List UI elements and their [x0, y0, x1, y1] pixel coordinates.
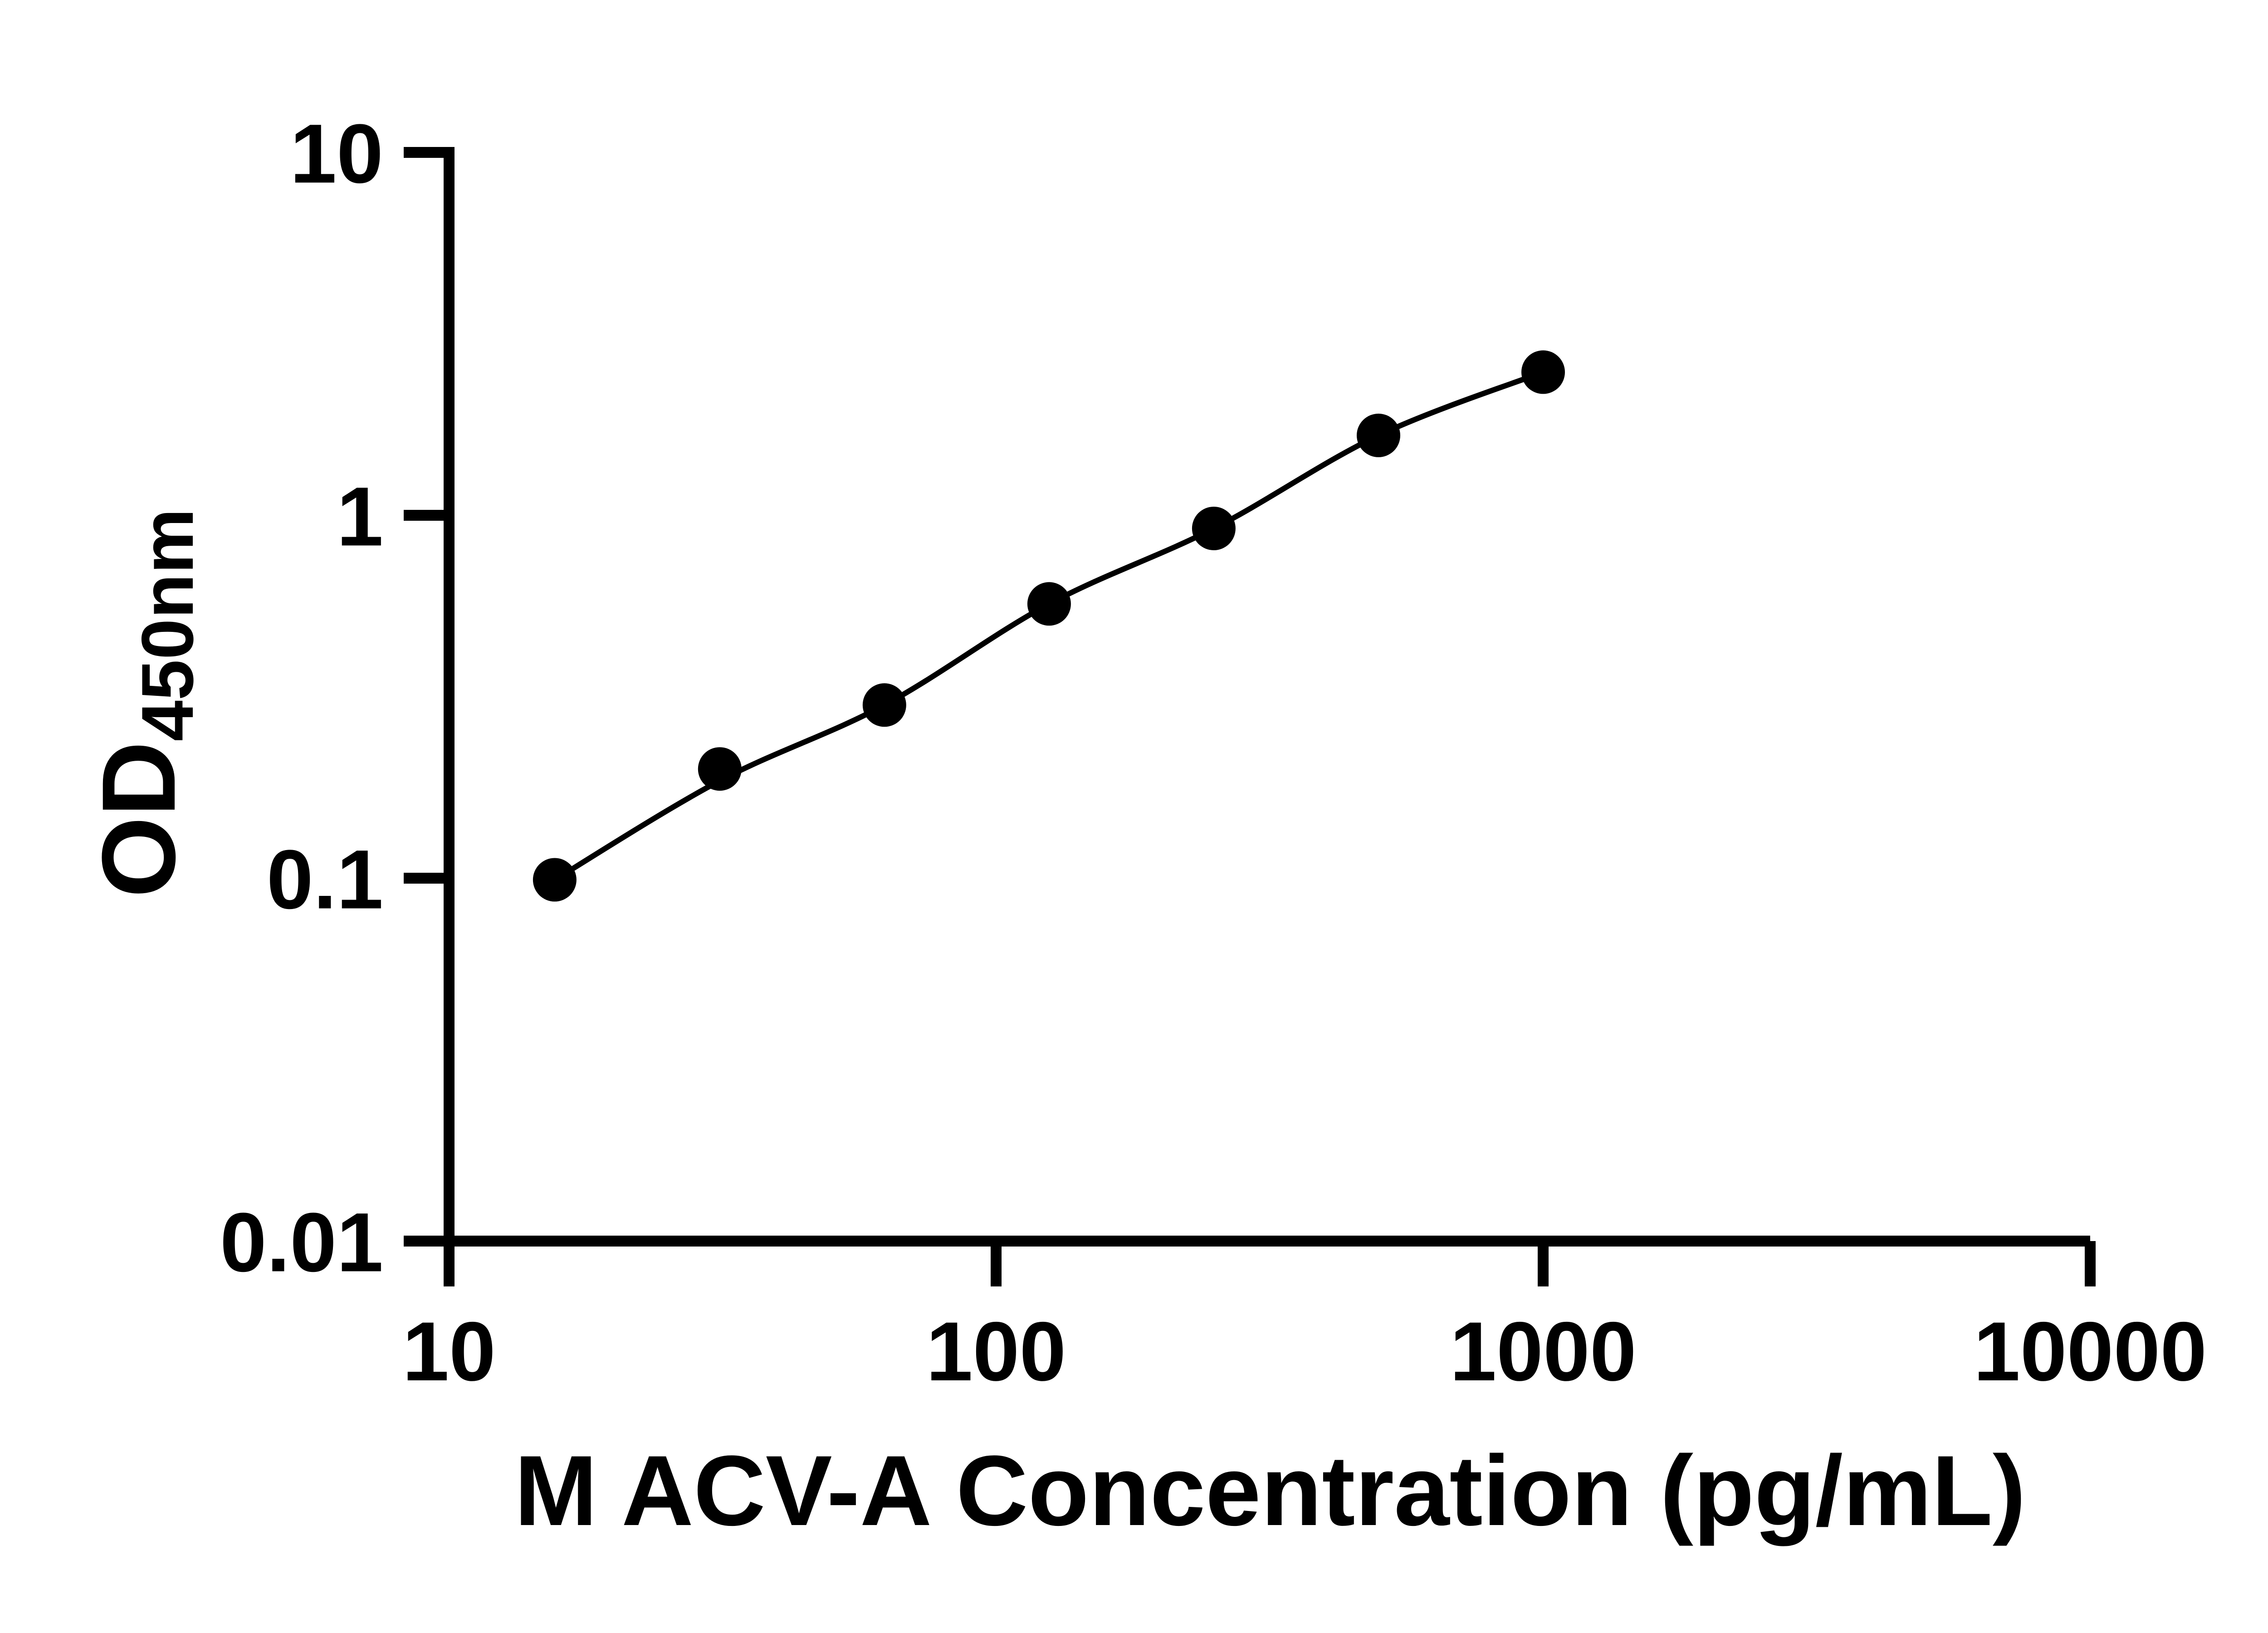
data-point: [1357, 413, 1400, 457]
data-point: [1192, 507, 1236, 550]
y-axis-ticks: 10 1 0.1 0.01: [220, 108, 449, 1290]
y-axis-title-subscript: 450nm: [127, 508, 209, 741]
y-tick-label: 10: [290, 108, 383, 201]
x-tick-label: 10: [402, 1305, 496, 1398]
x-axis-ticks: 10 100 1000 10000: [402, 1241, 2207, 1398]
x-axis-title: M ACV-A Concentration (pg/mL): [514, 1435, 2026, 1546]
x-tick-label: 1000: [1450, 1305, 1637, 1398]
y-axis-title: OD450nm: [80, 508, 209, 898]
data-points: [533, 350, 1565, 902]
y-tick-label: 0.1: [267, 833, 383, 927]
data-point: [1027, 582, 1071, 626]
data-point: [1521, 350, 1565, 394]
y-axis-title-main: OD: [80, 741, 197, 898]
y-tick-label: 1: [337, 470, 383, 564]
data-point: [698, 747, 742, 791]
y-tick-label: 0.01: [220, 1196, 383, 1290]
data-point: [533, 858, 577, 902]
x-tick-label: 100: [926, 1305, 1066, 1398]
x-tick-label: 10000: [1974, 1305, 2207, 1398]
data-point: [862, 683, 906, 727]
